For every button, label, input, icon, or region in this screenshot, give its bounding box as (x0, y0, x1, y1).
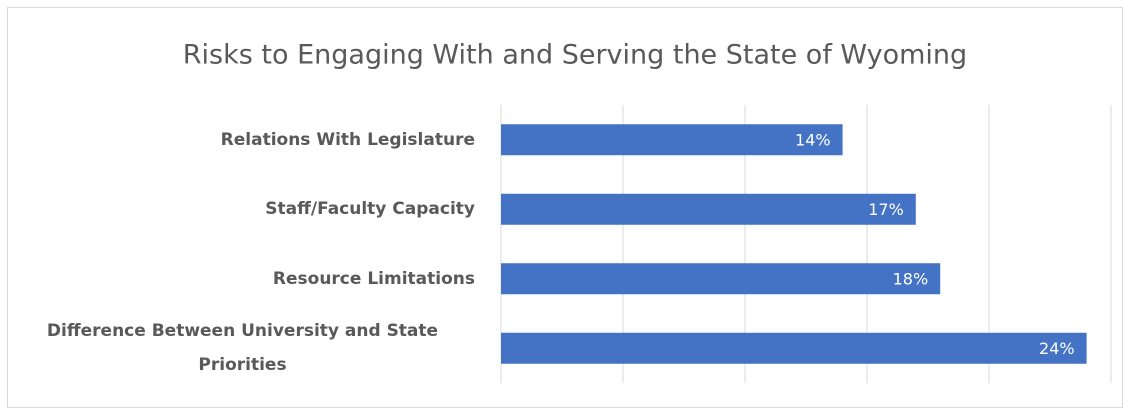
bar (501, 124, 843, 156)
chart-border (7, 7, 1123, 408)
category-label: Relations With Legislature (10, 110, 475, 170)
category-text: Resource Limitations (272, 268, 475, 289)
category-text: Staff/Faculty Capacity (265, 199, 475, 220)
category-text: Relations With Legislature (220, 129, 475, 150)
data-label: 24% (1039, 339, 1075, 358)
bar (501, 263, 941, 295)
data-label: 17% (868, 200, 904, 219)
bar (501, 332, 1087, 364)
chart-title: Risks to Engaging With and Serving the S… (183, 40, 967, 71)
category-label: Staff/Faculty Capacity (10, 179, 475, 239)
bar (501, 193, 916, 225)
category-text: Difference Between University and State … (46, 321, 439, 376)
data-label: 18% (893, 269, 929, 288)
category-label: Resource Limitations (10, 249, 475, 309)
data-label: 14% (795, 130, 831, 149)
category-label: Difference Between University and State … (10, 318, 475, 378)
